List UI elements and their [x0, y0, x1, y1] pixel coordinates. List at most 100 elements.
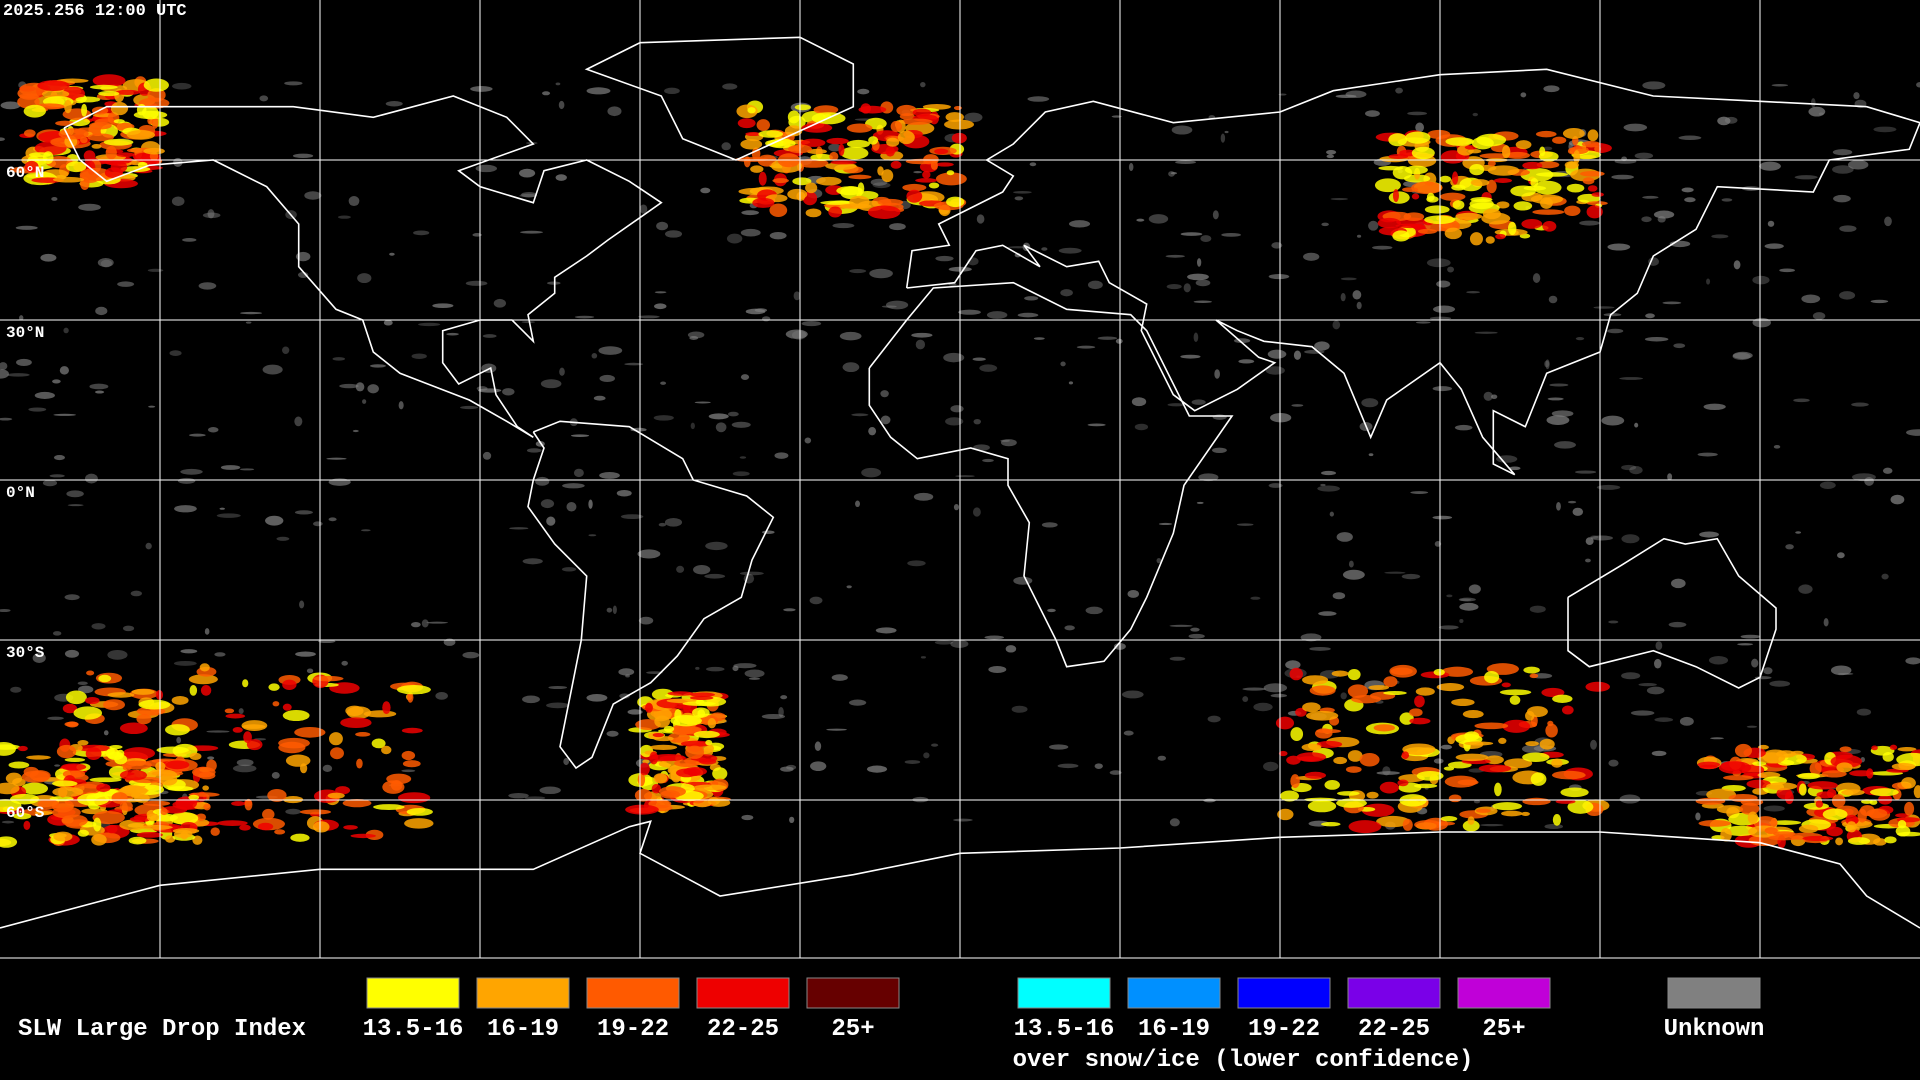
cloud-speck	[870, 178, 888, 186]
cloud-cell	[278, 737, 310, 749]
cloud-speck	[1575, 336, 1585, 341]
cloud-speck	[413, 230, 430, 236]
cloud-speck	[42, 479, 58, 487]
cloud-cell	[84, 696, 100, 705]
cloud-cell	[87, 133, 114, 142]
cloud-cell	[1555, 799, 1576, 804]
cloud-speck	[708, 413, 729, 420]
cloud-cell	[1901, 777, 1916, 789]
cloud-speck	[509, 527, 529, 530]
cloud-speck	[1630, 710, 1655, 716]
cloud-cell	[232, 726, 243, 733]
cloud-speck	[1169, 624, 1193, 627]
cloud-speck	[1190, 627, 1200, 632]
cloud-speck	[1169, 656, 1186, 661]
cloud-cell	[1878, 794, 1893, 805]
cloud-cell	[196, 813, 207, 821]
cloud-cell	[670, 714, 702, 727]
cloud-speck	[63, 327, 69, 334]
cloud-cell	[840, 186, 863, 200]
cloud-cell	[705, 739, 713, 746]
cloud-speck	[1884, 216, 1892, 227]
cloud-cell	[1798, 783, 1807, 796]
cloud-speck	[1529, 605, 1546, 613]
cloud-speck	[715, 422, 727, 433]
cloud-cell	[231, 801, 246, 806]
cloud-cell	[1551, 770, 1586, 780]
cloud-speck	[78, 685, 94, 694]
cloud-speck	[1547, 397, 1564, 401]
cloud-speck	[1644, 336, 1669, 342]
cloud-speck	[1619, 377, 1644, 380]
cloud-cell	[1586, 201, 1608, 206]
cloud-cell	[56, 744, 77, 759]
cloud-speck	[1128, 163, 1134, 172]
cloud-speck	[559, 367, 565, 376]
cloud-cell	[122, 765, 132, 771]
cloud-cell	[299, 763, 308, 774]
cloud-speck	[780, 695, 788, 700]
cloud-speck	[1097, 336, 1118, 340]
cloud-cell	[404, 818, 434, 829]
legend-caption: over snow/ice (lower confidence)	[1013, 1047, 1474, 1074]
cloud-speck	[1811, 98, 1816, 108]
cloud-speck	[1474, 331, 1498, 334]
cloud-speck	[1732, 351, 1753, 360]
cloud-speck	[64, 649, 80, 658]
cloud-cell	[838, 143, 845, 156]
cloud-cell	[1433, 668, 1445, 676]
cloud-cell	[1388, 133, 1408, 147]
cloud-cell	[747, 107, 756, 114]
cloud-cell	[1401, 751, 1410, 760]
cloud-speck	[524, 796, 546, 800]
cloud-cell	[136, 831, 163, 838]
cloud-speck	[1384, 571, 1406, 574]
cloud-speck	[1681, 187, 1694, 193]
cloud-speck	[240, 311, 262, 315]
cloud-cell	[1492, 802, 1523, 811]
cloud-speck	[1087, 423, 1106, 427]
cloud-cell	[1383, 676, 1398, 688]
cloud-cell	[290, 833, 310, 842]
cloud-speck	[1648, 257, 1660, 266]
cloud-speck	[34, 391, 55, 399]
cloud-speck	[904, 760, 921, 764]
cloud-cell	[160, 807, 168, 816]
cloud-speck	[1751, 658, 1759, 668]
cloud-cell	[796, 191, 806, 202]
cloud-speck	[147, 268, 164, 272]
cloud-speck	[362, 399, 367, 404]
cloud-cell	[86, 670, 95, 676]
cloud-cell	[241, 720, 268, 732]
cloud-cell	[806, 148, 827, 155]
cloud-speck	[1546, 415, 1570, 425]
cloud-cell	[651, 688, 674, 701]
cloud-speck	[1330, 197, 1348, 201]
cloud-speck	[744, 669, 765, 678]
cloud-speck	[1795, 531, 1802, 534]
cloud-speck	[122, 625, 135, 632]
cloud-speck	[546, 702, 570, 709]
cloud-speck	[1544, 360, 1550, 368]
cloud-speck	[542, 91, 551, 96]
cloud-speck	[915, 339, 926, 350]
cloud-speck	[722, 83, 738, 90]
cloud-speck	[1812, 312, 1826, 320]
cloud-speck	[107, 649, 128, 660]
cloud-speck	[1068, 381, 1074, 385]
cloud-speck	[598, 346, 623, 355]
cloud-cell	[1397, 779, 1409, 787]
cloud-cell	[1379, 781, 1399, 794]
cloud-speck	[769, 231, 787, 240]
cloud-cell	[267, 789, 287, 802]
cloud-speck	[1224, 130, 1229, 134]
cloud-cell	[1469, 163, 1485, 176]
cloud-cell	[188, 794, 200, 801]
cloud-speck	[1211, 447, 1227, 454]
cloud-speck	[1094, 763, 1103, 769]
cloud-speck	[292, 153, 314, 159]
cloud-speck	[599, 374, 615, 383]
cloud-speck	[911, 332, 933, 338]
cloud-speck	[789, 816, 795, 824]
cloud-cell	[810, 153, 833, 162]
